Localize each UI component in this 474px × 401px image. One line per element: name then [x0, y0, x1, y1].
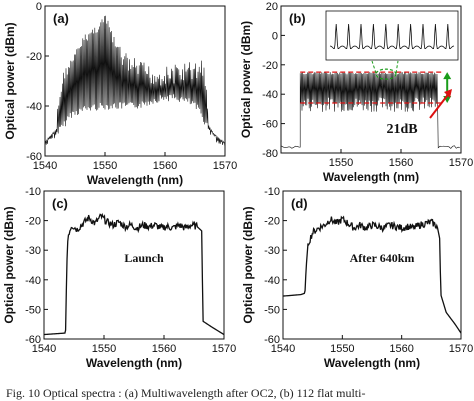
x-tick-label: 1560 [389, 343, 413, 355]
panel-label: (c) [52, 196, 68, 211]
x-axis-label: Wavelength (nm) [86, 356, 182, 370]
y-tick-label: -30 [25, 245, 41, 257]
panel-label: (a) [53, 11, 69, 26]
x-tick-label: 1540 [33, 160, 57, 172]
plot-frame [43, 190, 225, 340]
y-tick-label: -60 [26, 151, 42, 163]
y-tick-label: -60 [262, 119, 278, 131]
y-tick-label: -40 [26, 101, 42, 113]
x-axis-label: Wavelength (nm) [87, 173, 183, 187]
inset-frame [325, 10, 459, 61]
x-tick-label: 1540 [32, 343, 56, 355]
panel-d: 1540 1550 1560 1570 -60 -50 -40 -30 -20 -10 Wavele… [241, 186, 473, 370]
zoom-marker [375, 68, 397, 80]
x-axis-label: Wavelength (nm) [323, 170, 419, 184]
y-axis-label: Optical power (dBm) [3, 22, 17, 139]
panel-label: (d) [291, 196, 308, 211]
series-spectrum [282, 215, 462, 334]
y-tick-label: 0 [36, 1, 42, 13]
zoom-connector [371, 60, 399, 74]
inset-spectrum [329, 23, 455, 49]
series-spectrum [280, 72, 460, 149]
figure-caption: Fig. 10 Optical spectra : (a) Multiwavel… [6, 386, 366, 400]
x-tick-label: 1560 [152, 343, 176, 355]
y-tick-label: -40 [264, 275, 280, 287]
y-tick-label: -50 [264, 304, 280, 316]
series-spectrum [43, 212, 225, 336]
y-tick-label: -20 [26, 51, 42, 63]
y-tick-label: -40 [262, 89, 278, 101]
y-tick-label: -60 [25, 334, 41, 346]
x-tick-label: 1570 [213, 160, 237, 172]
annotation-arrowhead [444, 89, 452, 98]
y-tick-label: -20 [25, 216, 41, 228]
y-tick-label: -10 [25, 186, 41, 198]
y-tick-label: -20 [264, 216, 280, 228]
y-axis-label: Optical power (dBm) [239, 21, 253, 138]
y-axis-label: Optical power (dBm) [2, 206, 16, 323]
x-tick-label: 1540 [271, 343, 295, 355]
x-tick-label: 1550 [330, 343, 354, 355]
annotation-21db: 21dB [386, 122, 417, 137]
y-tick-label: 20 [266, 1, 278, 13]
x-axis-label: Wavelength (nm) [324, 356, 420, 370]
y-tick-label: -30 [264, 245, 280, 257]
panel-a: 1540 1550 1560 1570 -60 -40 -20 0 Wavelength (nm… [3, 1, 237, 187]
x-tick-label: 1570 [449, 343, 473, 355]
y-tick-label: -20 [262, 60, 278, 72]
y-tick-label: 0 [272, 30, 278, 42]
y-tick-label: -10 [264, 186, 280, 198]
x-tick-label: 1550 [329, 157, 353, 169]
plot-frame [44, 5, 226, 157]
panel-c: 1540 1550 1560 1570 -60 -50 -40 -30 -20 -10 Wavele… [2, 186, 236, 370]
plot-frame [280, 5, 462, 154]
y-tick-label: -80 [262, 148, 278, 160]
y-tick-label: -60 [264, 334, 280, 346]
y-tick-label: -40 [25, 275, 41, 287]
x-tick-label: 1570 [212, 343, 236, 355]
panel-label: (b) [289, 11, 306, 26]
x-tick-label: 1550 [93, 160, 117, 172]
annotation-arrow [429, 91, 451, 119]
spectrum-note: After 640km [350, 251, 415, 265]
plot-frame [282, 190, 462, 340]
series-spectrum [45, 15, 226, 148]
panel-b: 1550 1560 1570 -80 -60 -40 -20 0 20 Wavelength (n… [239, 1, 473, 184]
y-tick-label: -50 [25, 304, 41, 316]
x-tick-label: 1550 [92, 343, 116, 355]
x-tick-label: 1570 [449, 157, 473, 169]
range-arrowhead-top [443, 72, 452, 80]
spectrum-note: Launch [124, 251, 164, 265]
x-tick-label: 1560 [389, 157, 413, 169]
x-tick-label: 1560 [153, 160, 177, 172]
y-axis-label: Optical power (dBm) [241, 206, 255, 323]
